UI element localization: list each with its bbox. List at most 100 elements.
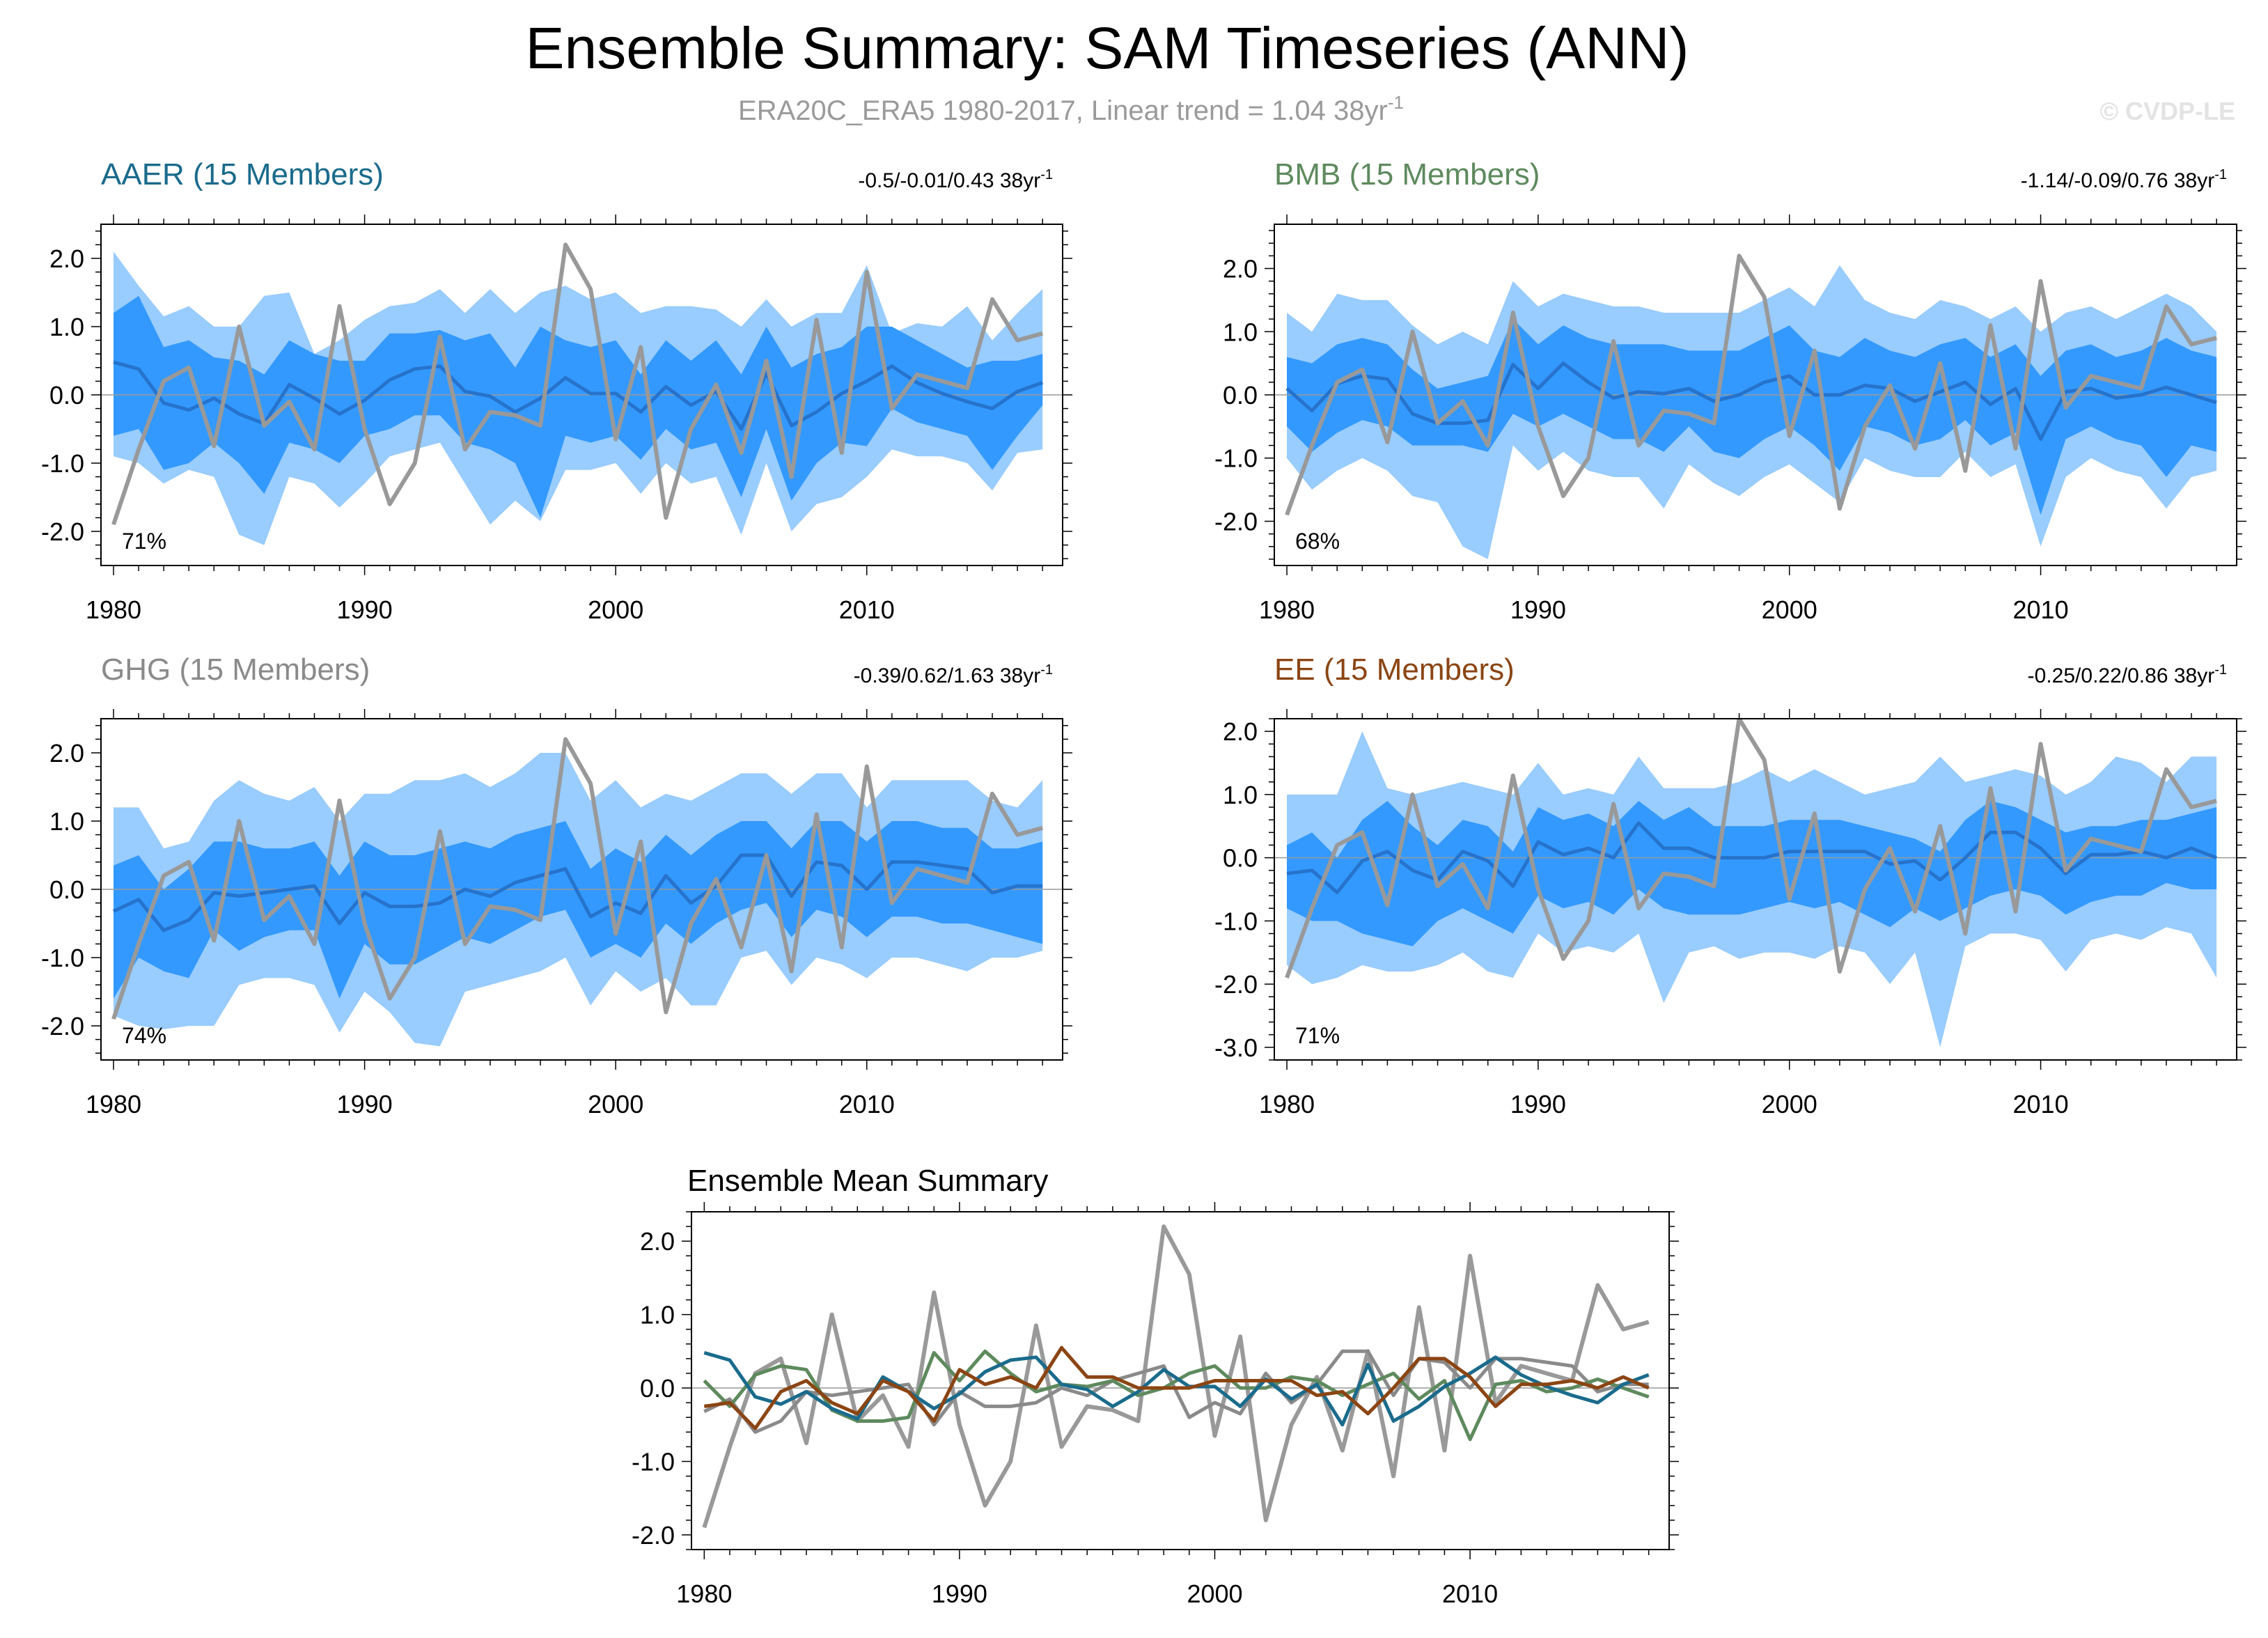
y-tick-label: -1.0 [632,1447,675,1476]
plot-border [100,718,1063,1061]
plot-border [1274,224,2237,566]
y-tick-label: 2.0 [640,1227,675,1256]
x-tick-label: 2010 [839,1090,895,1118]
y-tick-label: 1.0 [640,1301,675,1329]
y-tick-label: -2.0 [41,517,84,546]
panel-bmb: BMB (15 Members) -1.14/-0.09/0.76 38yr-1-… [1214,157,2246,624]
trend-label: -1.14/-0.09/0.76 38yr-1 [2021,167,2227,192]
observed-line [1285,719,2217,979]
x-tick-label: 1980 [1259,1090,1315,1118]
trend-superscript: -1 [1040,167,1053,182]
mean-line-ee [703,1346,1650,1430]
percent-label: 68% [1295,529,1340,554]
watermark: © CVDP-LE [2099,97,2235,125]
observed-line [111,242,1043,526]
x-tick-label: 1980 [86,1090,141,1118]
x-tick-label: 1990 [337,595,393,624]
x-tick-label: 2000 [588,1090,643,1118]
plot-border [100,224,1063,566]
mean-line-bmb [703,1349,1650,1442]
y-tick-label: 2.0 [49,739,84,767]
trend-superscript: -1 [1040,662,1053,678]
trend-text: -0.25/0.22/0.86 38yr [2028,664,2215,687]
mean-summary-panel: Ensemble Mean Summary -2.0 -1.0 0.0 1.0 2.0 19… [632,1164,1679,1608]
trend-label: -0.39/0.62/1.63 38yr-1 [854,662,1053,687]
mean-summary-title: Ensemble Mean Summary [687,1164,1048,1198]
x-tick-label: 1980 [676,1580,732,1608]
trend-superscript: -1 [2214,662,2227,678]
panel-title: GHG (15 Members) [101,653,370,687]
y-tick-label: 0.0 [49,875,84,904]
panels-layer: AAER (15 Members) -0.5/-0.01/0.43 38yr-1-… [41,157,2246,1118]
trend-label: -0.5/-0.01/0.43 38yr-1 [858,167,1053,192]
trend-superscript: -1 [2214,167,2227,182]
subtitle: ERA20C_ERA5 1980-2017, Linear trend = 1.… [738,92,1404,126]
y-tick-label: -1.0 [1214,444,1258,473]
y-tick-label: -1.0 [41,944,84,972]
plot-border [691,1211,1670,1550]
plot-area [101,242,1063,545]
y-tick-label: -1.0 [41,449,84,478]
ensemble-mean-line [113,360,1044,431]
y-tick-label: 2.0 [1223,255,1258,283]
trend-text: -1.14/-0.09/0.76 38yr [2021,169,2215,192]
x-tick-label: 1980 [86,595,141,624]
subtitle-text: ERA20C_ERA5 1980-2017, Linear trend = 1.… [738,95,1388,126]
panel-aaer: AAER (15 Members) -0.5/-0.01/0.43 38yr-1-… [41,157,1072,624]
x-tick-label: 1990 [1510,1090,1566,1118]
observed-line [702,1224,1650,1529]
y-tick-label: 1.0 [1223,781,1258,809]
plot-border [1274,718,2237,1061]
y-tick-label: 2.0 [1223,717,1258,746]
y-tick-label: 0.0 [640,1374,675,1403]
x-tick-label: 2000 [1762,595,1817,624]
y-tick-label: 0.0 [1223,381,1258,410]
y-tick-label: 0.0 [49,381,84,410]
y-tick-label: 0.0 [1223,844,1258,873]
percent-label: 71% [122,529,166,554]
mean-plot-area [691,1224,1669,1529]
x-tick-label: 2010 [1442,1580,1498,1608]
x-tick-label: 2010 [2013,1090,2069,1118]
y-tick-label: 2.0 [49,244,84,273]
main-title: Ensemble Summary: SAM Timeseries (ANN) [525,15,1689,81]
inner-range-band [114,295,1043,518]
percent-label: 74% [122,1023,166,1048]
x-tick-label: 2000 [1187,1580,1242,1608]
mean-line-ghg [703,1349,1649,1434]
panel-title: BMB (15 Members) [1274,157,1540,192]
y-tick-label: 1.0 [49,313,84,341]
y-tick-label: 1.0 [1223,318,1258,346]
x-tick-label: 2000 [588,595,643,624]
y-tick-label: -2.0 [41,1012,84,1040]
ensemble-mean-line [1286,821,2217,894]
x-tick-label: 2000 [1762,1090,1817,1118]
plot-area [1274,254,2237,559]
y-tick-label: -2.0 [1214,507,1258,536]
trend-text: -0.39/0.62/1.63 38yr [854,664,1041,687]
panel-title: AAER (15 Members) [101,157,384,192]
x-tick-label: 1990 [337,1090,393,1118]
trend-text: -0.5/-0.01/0.43 38yr [858,169,1040,192]
ensemble-mean-line [1285,361,2217,441]
observed-line [1285,254,2217,516]
x-tick-label: 1990 [932,1580,987,1608]
y-tick-label: -2.0 [632,1521,675,1550]
subtitle-superscript: -1 [1388,92,1404,113]
ensemble-mean-line [112,853,1043,933]
panel-ee: EE (15 Members) -0.25/0.22/0.86 38yr-1 -3.… [1214,653,2246,1118]
y-tick-label: -1.0 [1214,907,1258,935]
x-tick-label: 2010 [839,595,895,624]
observed-line [111,737,1043,1020]
x-tick-label: 1980 [1259,595,1315,624]
plot-area [1274,719,2237,1047]
trend-label: -0.25/0.22/0.86 38yr-1 [2028,662,2227,687]
y-tick-label: -2.0 [1214,970,1258,999]
plot-area [101,737,1063,1047]
panel-title: EE (15 Members) [1274,653,1515,687]
y-tick-label: -3.0 [1214,1034,1258,1062]
mean-line-aaer [703,1350,1650,1427]
x-tick-label: 1990 [1510,595,1566,624]
y-tick-label: 1.0 [49,807,84,836]
